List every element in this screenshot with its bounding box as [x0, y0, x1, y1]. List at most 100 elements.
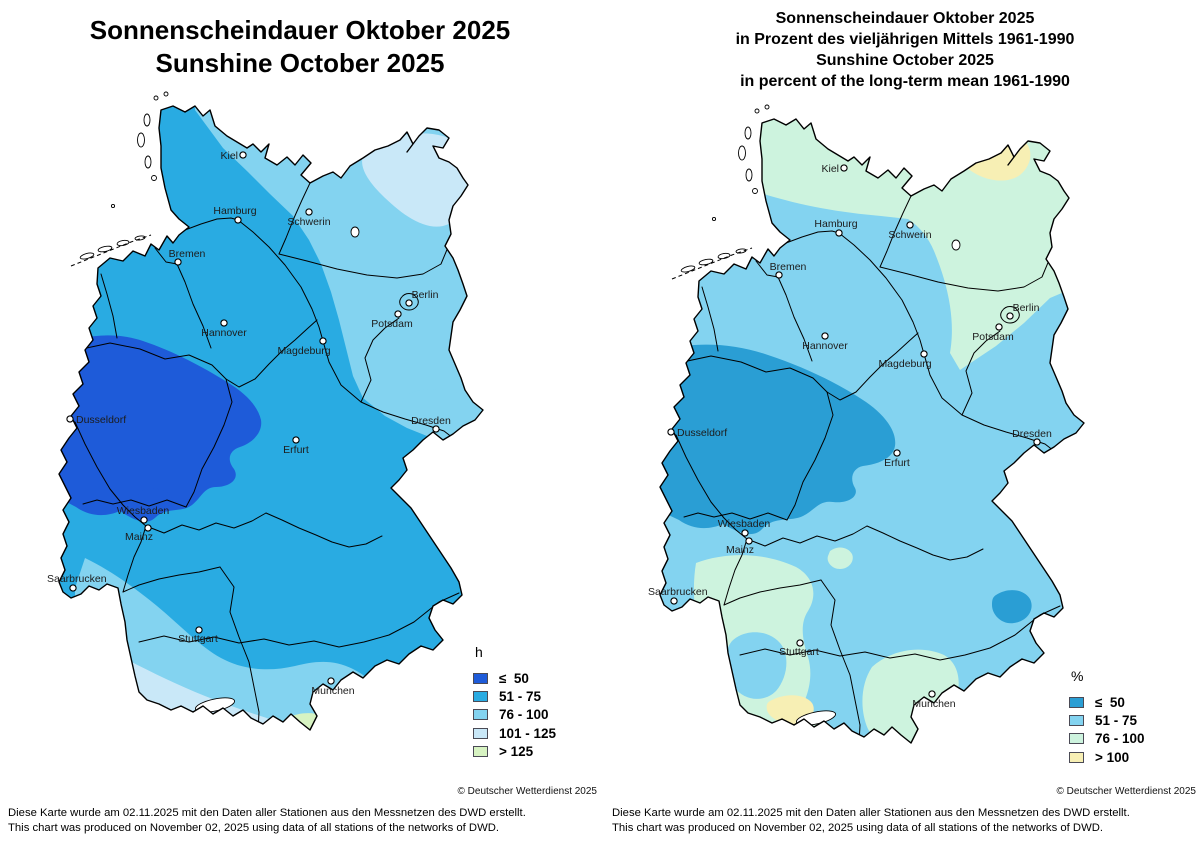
- city-berlin: Berlin: [405, 289, 439, 307]
- city-magdeburg: Magdeburg: [277, 337, 331, 357]
- left-title-line2: Sunshine October 2025: [155, 48, 445, 78]
- city-marker-dresden: [1033, 438, 1041, 446]
- city-stuttgart: Stuttgart: [178, 626, 218, 645]
- footer-right-line2: This chart was produced on November 02, …: [612, 821, 1104, 834]
- city-mainz: Mainz: [125, 524, 153, 543]
- wadden-sea-dashed-coast: [671, 247, 753, 280]
- city-wiesbaden: Wiesbaden: [718, 518, 771, 537]
- coastal-island-9: [163, 91, 169, 97]
- zone-le50pct-west: [660, 344, 896, 535]
- city-dusseldorf: Dusseldorf: [667, 427, 727, 439]
- state-border-line-6: [74, 421, 147, 593]
- city-marker-stuttgart: [796, 639, 804, 647]
- coastal-island-2: [116, 239, 130, 247]
- city-dresden: Dresden: [1012, 428, 1052, 446]
- state-border-line-15: [100, 273, 118, 339]
- legend-swatch: [1069, 696, 1084, 708]
- right-title-line1: Sonnenscheindauer Oktober 2025: [775, 10, 1035, 27]
- state-border-line-8: [265, 512, 383, 548]
- city-marker-dusseldorf: [667, 428, 675, 436]
- city-label-hamburg: Hamburg: [814, 218, 857, 230]
- city-bremen: Bremen: [169, 248, 206, 266]
- copyright-left: © Deutscher Wetterdienst 2025: [457, 786, 597, 797]
- city-marker-potsdam: [394, 310, 402, 318]
- footer-left-line1: Diese Karte wurde am 02.11.2025 mit den …: [8, 807, 526, 819]
- city-marker-kiel: [239, 151, 247, 159]
- state-border-line-5: [786, 391, 834, 521]
- legend-percent-rows: ≤ 50 51 - 75 76 - 100 > 100: [1069, 693, 1145, 767]
- germany-outline: [659, 118, 1085, 744]
- city-label-wiesbaden: Wiesbaden: [718, 518, 771, 530]
- state-border-line-12: [723, 579, 822, 606]
- coastal-island-0: [680, 265, 696, 273]
- right-title-line4: in percent of the long-term mean 1961-19…: [740, 73, 1070, 90]
- coastal-island-8: [754, 108, 760, 114]
- legend-label: 101 - 125: [499, 725, 557, 741]
- legend-swatch: [473, 691, 488, 703]
- zone-51-75pct-enclave: [725, 632, 787, 699]
- city-label-saarbrucken: Saarbrucken: [47, 573, 107, 585]
- city-kiel: Kiel: [821, 163, 848, 175]
- footer-right-line1: Diese Karte wurde am 02.11.2025 mit den …: [612, 807, 1130, 819]
- zone-gt125h-allgaeu: [243, 724, 270, 730]
- city-label-saarbrucken: Saarbrucken: [648, 586, 708, 598]
- city-marker-dusseldorf: [66, 415, 74, 423]
- city-label-potsdam: Potsdam: [371, 318, 413, 330]
- city-dusseldorf: Dusseldorf: [66, 414, 126, 426]
- city-marker-potsdam: [995, 323, 1003, 331]
- legend-percent-unit: %: [1071, 668, 1084, 684]
- city-marker-hannover: [821, 332, 829, 340]
- legend-label: > 100: [1095, 749, 1130, 765]
- legend-hours: h ≤ 50 51 - 75 76 - 100 101 - 125 > 125: [473, 644, 556, 761]
- city-marker-mainz: [745, 537, 753, 545]
- city-marker-magdeburg: [319, 337, 327, 345]
- state-border-line-3: [237, 219, 454, 439]
- city-stuttgart: Stuttgart: [779, 639, 819, 658]
- city-hannover: Hannover: [201, 319, 247, 339]
- state-border-line-6: [675, 434, 748, 606]
- coastal-island-8: [153, 95, 159, 101]
- legend-label: > 125: [499, 744, 534, 760]
- legend-item-hours-0: ≤ 50: [473, 669, 556, 687]
- city-label-bremen: Bremen: [770, 261, 807, 273]
- zone-76-100pct-rhoen: [827, 547, 853, 569]
- state-border-line-14: [82, 499, 187, 508]
- city-schwerin: Schwerin: [287, 208, 331, 228]
- state-border-line-1: [278, 182, 311, 255]
- coastal-island-1: [97, 245, 113, 253]
- coastal-island-7: [151, 175, 157, 181]
- city-label-bremen: Bremen: [169, 248, 206, 260]
- city-munchen: Munchen: [311, 677, 355, 697]
- city-label-erfurt: Erfurt: [283, 444, 309, 456]
- legend-swatch: [473, 727, 488, 739]
- city-label-mainz: Mainz: [125, 531, 153, 543]
- city-label-stuttgart: Stuttgart: [178, 633, 218, 645]
- state-border-line-7: [746, 525, 868, 547]
- lake-mueritz: [350, 226, 360, 238]
- berlin-city-boundary: [1000, 306, 1020, 324]
- footer-left: Diese Karte wurde am 02.11.2025 mit den …: [8, 806, 526, 835]
- left-title-line1: Sonnenscheindauer Oktober 2025: [89, 15, 511, 45]
- city-label-munchen: Munchen: [311, 685, 354, 697]
- city-label-magdeburg: Magdeburg: [878, 358, 931, 370]
- city-label-wiesbaden: Wiesbaden: [117, 505, 170, 517]
- state-border-line-5: [185, 378, 233, 508]
- city-marker-hamburg: [234, 216, 242, 224]
- coastal-island-6: [745, 168, 753, 182]
- footer-left-line2: This chart was produced on November 02, …: [8, 821, 500, 834]
- city-label-potsdam: Potsdam: [972, 331, 1014, 343]
- coastal-island-7: [752, 188, 758, 194]
- city-berlin: Berlin: [1006, 302, 1040, 320]
- city-label-schwerin: Schwerin: [287, 216, 330, 228]
- state-border-line-11: [138, 592, 460, 648]
- state-border-line-3: [838, 232, 1055, 452]
- state-border-line-2: [278, 239, 452, 279]
- city-mainz: Mainz: [726, 537, 754, 556]
- state-border-line-8: [866, 525, 984, 561]
- legend-label: 51 - 75: [1095, 713, 1138, 729]
- germany-outline: [58, 105, 484, 731]
- coastal-island-10: [110, 203, 116, 209]
- zone-le50pct-east: [992, 590, 1032, 624]
- city-kiel: Kiel: [220, 150, 247, 162]
- city-marker-bremen: [174, 258, 182, 266]
